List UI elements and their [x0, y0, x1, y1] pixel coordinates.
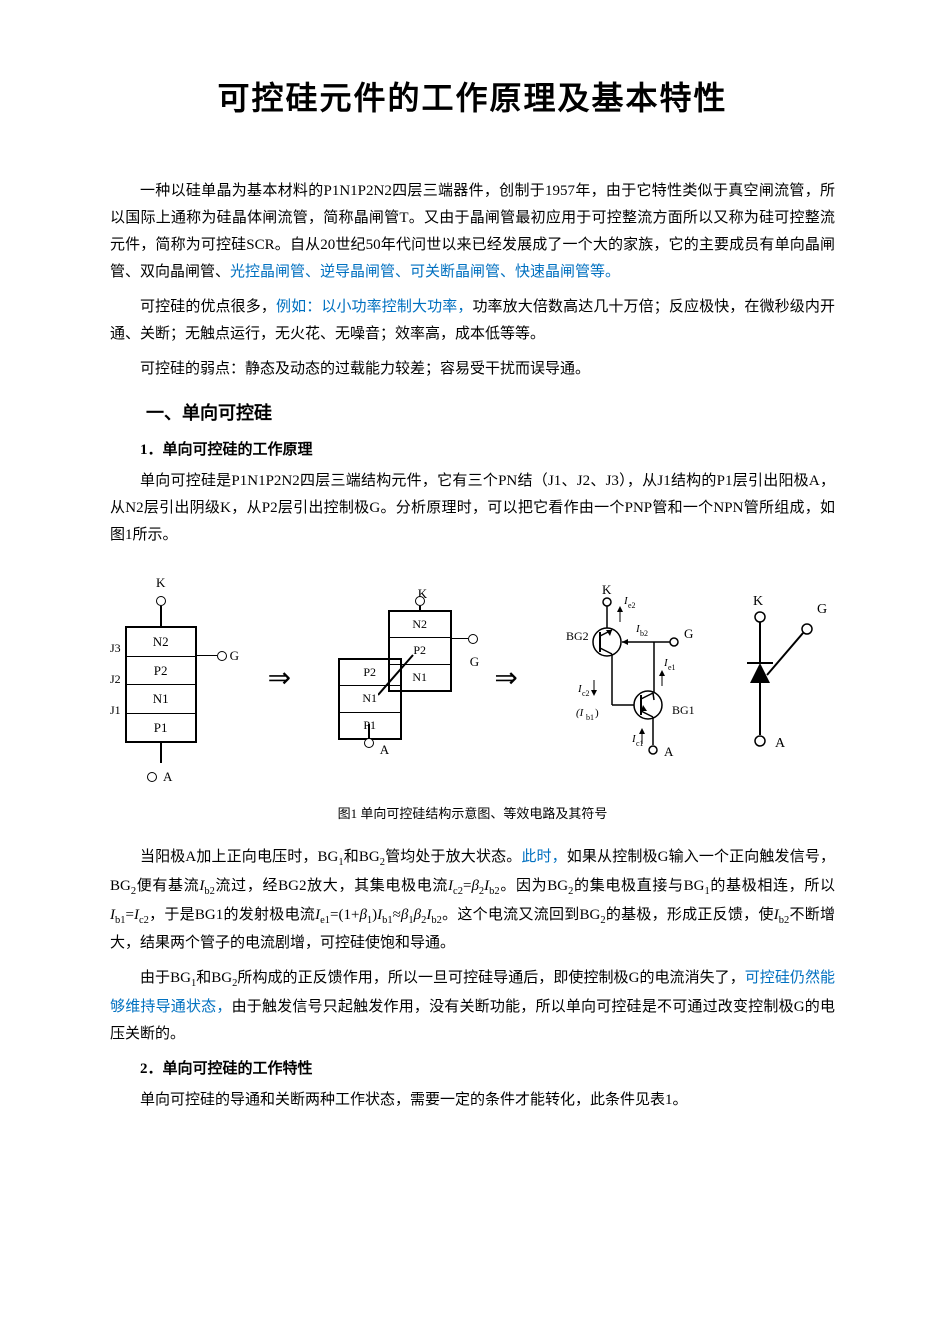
j2-label: J2 [110, 669, 121, 691]
arrow-2-icon: ⇒ [494, 654, 517, 704]
diagram-equivalent-circuit: K I e2 BG2 I b2 G I e1 I c2 [544, 580, 724, 780]
eq-bg1-label: BG1 [672, 703, 695, 717]
p5-s20: b2 [779, 915, 790, 926]
p5-t6: 流过，经BG2放大，其集电极电流 [215, 878, 448, 894]
eq-ie1-sub: e1 [668, 663, 676, 672]
eq-ib1-sub: b1 [586, 713, 594, 722]
p5-t2: 和BG [344, 849, 380, 865]
junction-labels: J3 J2 J1 [110, 634, 121, 726]
g-lead-wrap: G [197, 642, 241, 669]
paragraph-5: 当阳极A加上正向电压时，BG1和BG2管均处于放大状态。此时，如果从控制极G输入… [110, 844, 835, 958]
eq-k-label: K [602, 582, 612, 597]
paragraph-2: 可控硅的优点很多，例如：以小功率控制大功率，功率放大倍数高达几十万倍；反应极快，… [110, 294, 835, 348]
sym-k-label: K [753, 594, 763, 609]
a-terminal-icon [147, 772, 157, 782]
paragraph-6: 由于BG1和BG2所构成的正反馈作用，所以一旦可控硅导通后，即使控制极G的电流消… [110, 965, 835, 1048]
split-connector-icon [378, 650, 418, 700]
sub-heading-2: 2．单向可控硅的工作特性 [110, 1056, 835, 1083]
eq-ic2-sub: c2 [582, 689, 590, 698]
figure-1-caption: 图1 单向可控硅结构示意图、等效电路及其符号 [110, 802, 835, 825]
sub-heading-1: 1．单向可控硅的工作原理 [110, 437, 835, 464]
split-g-label: G [470, 650, 479, 673]
p6-t3: 所构成的正反馈作用，所以一旦可控硅导通后，即使控制极G的电流消失了， [237, 970, 744, 986]
structure-block: K N2 P2 N1 P1 A [125, 569, 197, 790]
figure-1: J3 J2 J1 K N2 P2 N1 P1 A G ⇒ [110, 569, 835, 790]
p5-t5: 便有基流 [136, 878, 199, 894]
para2-pre: 可控硅的优点很多， [140, 299, 276, 315]
p5-t9: 的基极相连，所以 [710, 878, 835, 894]
arrow-1-icon: ⇒ [268, 654, 291, 704]
layer-n1: N1 [127, 685, 195, 713]
eq-ib1-close: ) [595, 707, 599, 719]
p5-i11: β [414, 907, 421, 923]
diagram-scr-symbol: K G A [745, 585, 835, 775]
eq-ie2-sub: e2 [628, 601, 636, 610]
s-bot-p1: P1 [340, 713, 400, 739]
p5-t11: 。这个电流又流回到BG [442, 907, 600, 923]
split-a-label: A [380, 738, 389, 761]
p5-s18: b2 [431, 915, 442, 926]
p5-s11: b1 [115, 915, 126, 926]
p5-t8: 的集电极直接与BG [573, 878, 704, 894]
paragraph-1: 一种以硅单晶为基本材料的P1N1P2N2四层三端器件，创制于1957年，由于它特… [110, 178, 835, 286]
g-terminal-label: G [230, 644, 239, 667]
eq-bg2-label: BG2 [566, 629, 589, 643]
layer-p1: P1 [127, 714, 195, 741]
k-terminal-label: K [156, 571, 165, 594]
p5-t3: 管均处于放大状态。 [385, 849, 521, 865]
j1-label: J1 [110, 700, 121, 722]
k-lead [160, 606, 162, 626]
p5-s8: b2 [489, 886, 500, 897]
diagram-structure: J3 J2 J1 K N2 P2 N1 P1 A G [110, 569, 241, 790]
g-lead [197, 655, 217, 657]
p5-t10: ，于是BG1的发射极电流 [149, 907, 315, 923]
layer-stack: N2 P2 N1 P1 [125, 626, 197, 743]
split-a-icon [364, 738, 374, 748]
a-terminal-label: A [163, 765, 172, 788]
p5-i8: β [359, 907, 366, 923]
layer-n2: N2 [127, 628, 195, 656]
k-terminal-icon [156, 596, 166, 606]
p6-t2: 和BG [196, 970, 232, 986]
paragraph-7: 单向可控硅的导通和关断两种工作状态，需要一定的条件才能转化，此条件见表1。 [110, 1087, 835, 1114]
split-g-lead [452, 638, 468, 640]
p5-s6: c2 [453, 886, 463, 897]
p5-t1: 当阳极A加上正向电压时，BG [140, 849, 338, 865]
eq-ib1-label: (I [576, 707, 585, 719]
split-k-icon [415, 596, 425, 606]
split-a-lead [368, 724, 370, 738]
diagram-split: K N2 P2 N1 P2 N1 P1 G A [318, 580, 468, 780]
j3-label: J3 [110, 638, 121, 660]
sym-g-label: G [817, 602, 827, 617]
eq-g-label: G [684, 626, 693, 641]
sym-a-label: A [775, 736, 786, 751]
eq-ib2-sub: b2 [640, 629, 648, 638]
para1-blue: 光控晶闸管、逆导晶闸管、可关断晶闸管、快速晶闸管等。 [230, 264, 620, 280]
p6-t1: 由于BG [140, 970, 191, 986]
layer-p2: P2 [127, 657, 195, 685]
eq-a-label: A [664, 744, 674, 759]
p5-s14: 1 [367, 915, 372, 926]
section-1-heading: 一、单向可控硅 [110, 397, 835, 429]
para2-blue: 例如：以小功率控制大功率， [276, 299, 472, 315]
s-top-n2: N2 [390, 612, 450, 639]
paragraph-4: 单向可控硅是P1N1P2N2四层三端结构元件，它有三个PN结（J1、J2、J3）… [110, 468, 835, 549]
p5-t7: 。因为BG [500, 878, 568, 894]
split-g-icon [468, 634, 478, 644]
paragraph-3: 可控硅的弱点：静态及动态的过载能力较差；容易受干扰而误导通。 [110, 356, 835, 383]
p5-i3: β [471, 878, 478, 894]
g-terminal-icon [217, 651, 227, 661]
p5-s13: e1 [320, 915, 330, 926]
p5-blue: 此时， [521, 849, 566, 865]
a-lead [160, 743, 162, 763]
p5-s5: b2 [204, 886, 215, 897]
page-title: 可控硅元件的工作原理及基本特性 [110, 70, 835, 128]
p5-s15: b1 [382, 915, 393, 926]
p5-s12: c2 [139, 915, 149, 926]
p5-t12: 的基极，形成正反馈，使 [606, 907, 774, 923]
